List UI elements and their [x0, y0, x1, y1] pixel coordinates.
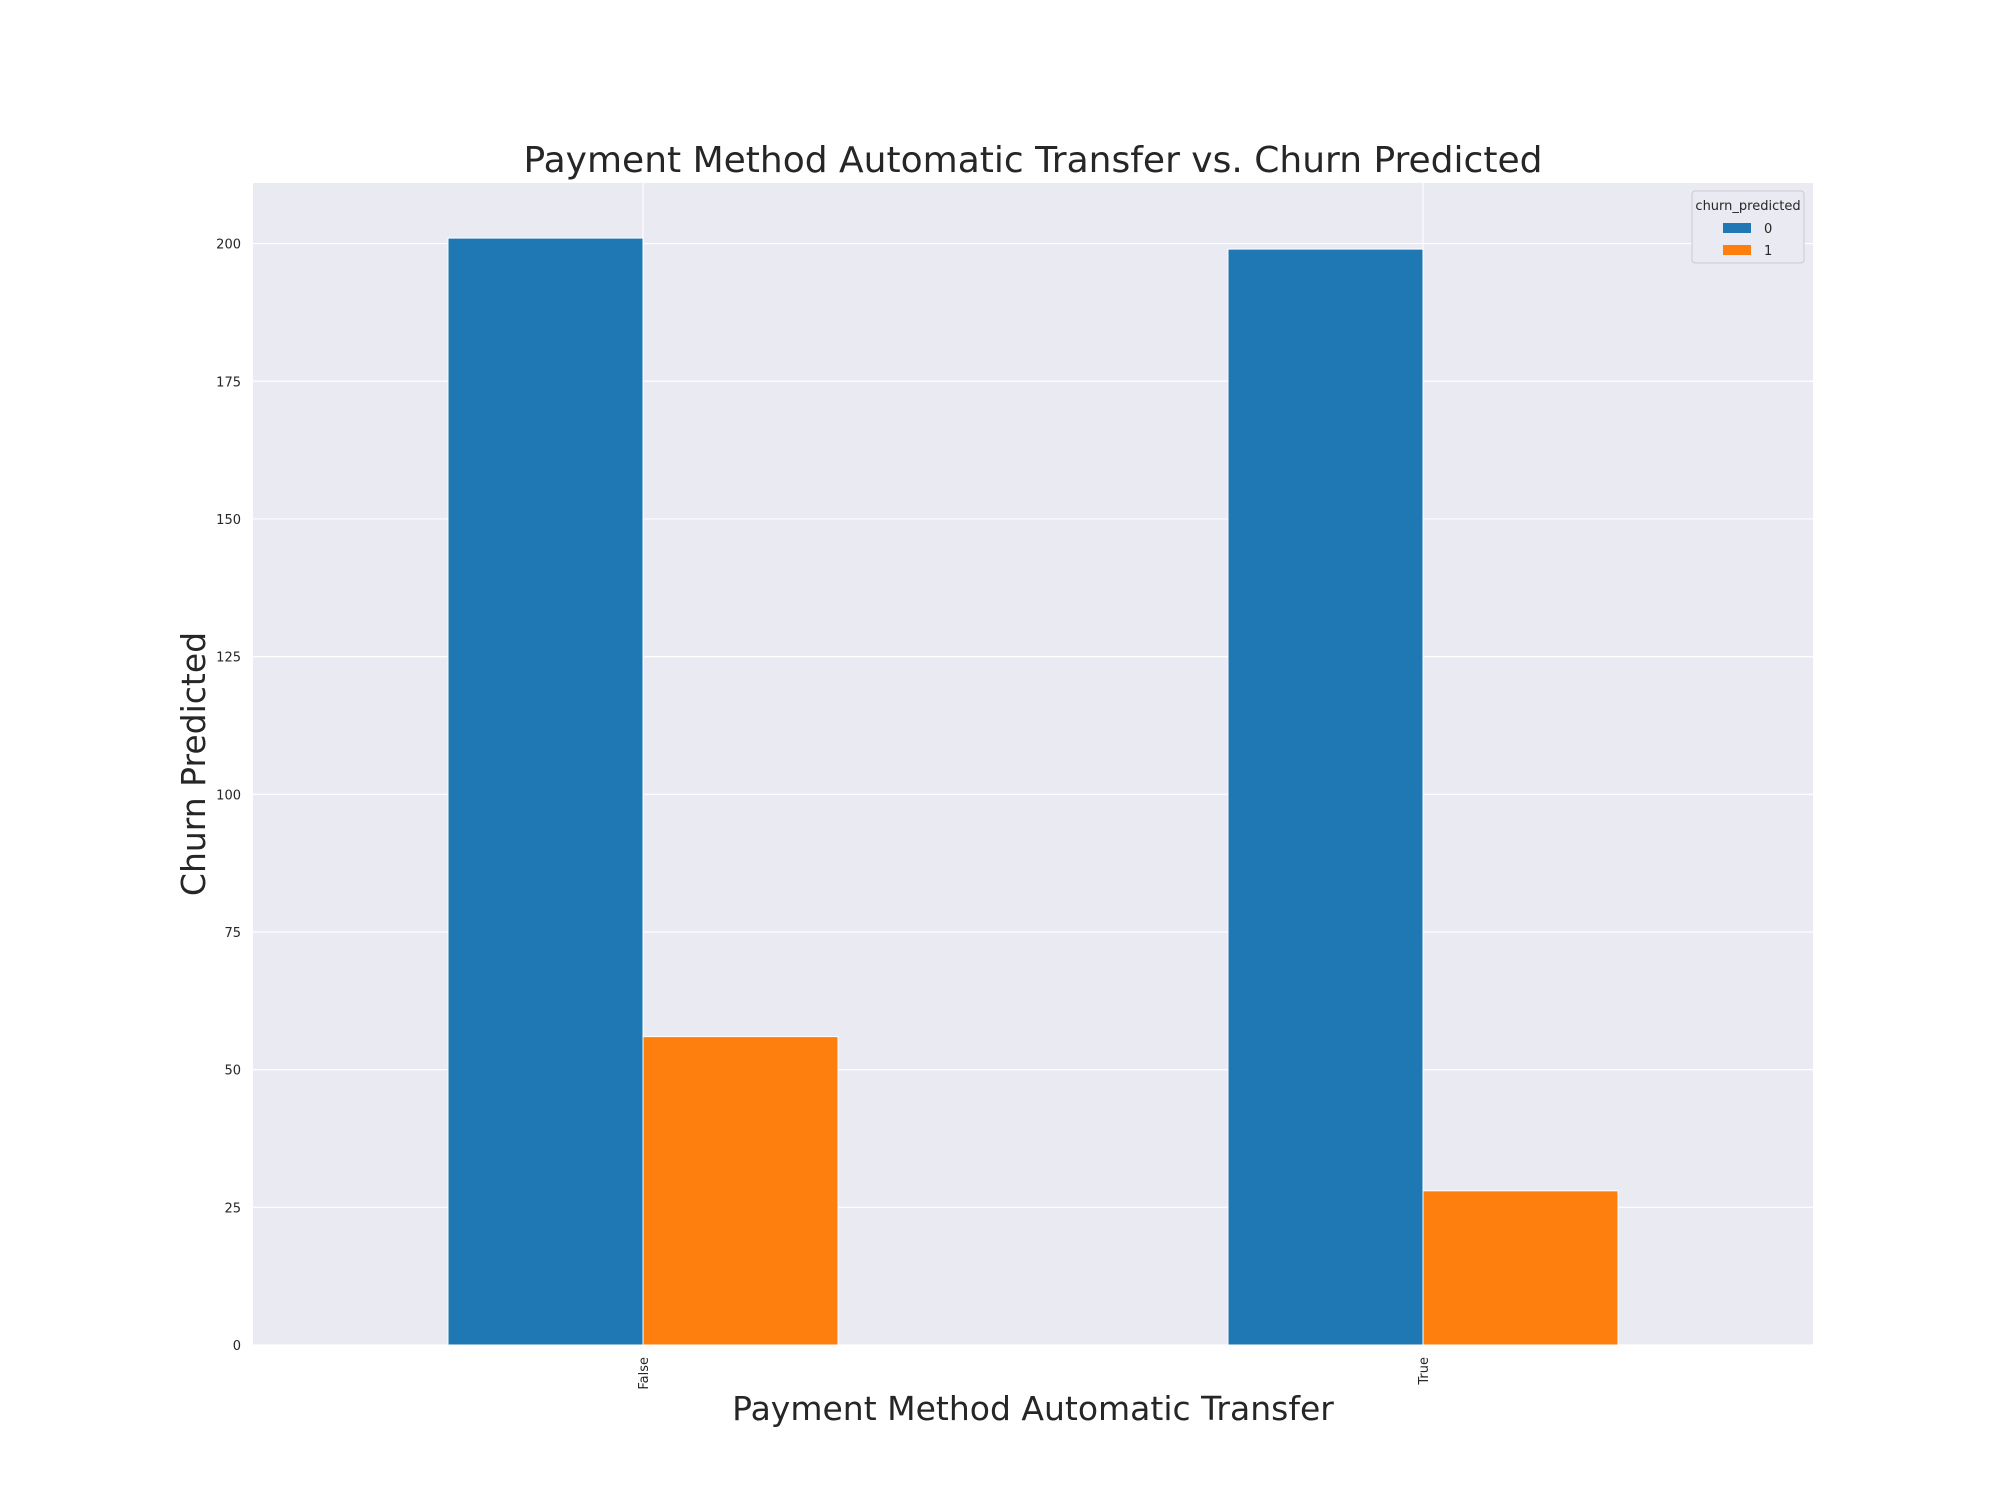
bar-false-series-0 — [447, 237, 644, 1346]
legend-label-0: 0 — [1764, 222, 1772, 237]
y-tick-label: 175 — [216, 375, 241, 390]
legend-label-1: 1 — [1764, 244, 1772, 259]
bar-true-series-0 — [1227, 248, 1424, 1346]
legend-title: churn_predicted — [1695, 199, 1800, 214]
y-axis-ticks: 0 25 50 75 100 125 150 175 200 — [216, 238, 241, 1354]
bar-true-series-1 — [1422, 1190, 1619, 1346]
chart-title: Payment Method Automatic Transfer vs. Ch… — [524, 140, 1543, 181]
x-tick-label: True — [1417, 1357, 1432, 1386]
y-tick-label: 75 — [224, 926, 241, 941]
y-tick-label: 100 — [216, 788, 241, 803]
y-tick-label: 0 — [233, 1339, 241, 1354]
x-axis-ticks: False True — [637, 1357, 1432, 1390]
x-axis-label: Payment Method Automatic Transfer — [732, 1389, 1334, 1428]
legend-swatch-1 — [1723, 245, 1751, 255]
y-tick-label: 25 — [224, 1201, 241, 1216]
y-tick-label: 125 — [216, 651, 241, 666]
y-tick-label: 200 — [216, 238, 241, 253]
bar-false-series-1 — [642, 1036, 839, 1346]
legend: churn_predicted 0 1 — [1691, 190, 1805, 264]
y-axis-label: Churn Predicted — [174, 632, 213, 896]
y-tick-label: 150 — [216, 513, 241, 528]
bars — [447, 237, 1619, 1346]
x-tick-label: False — [637, 1357, 652, 1390]
legend-swatch-0 — [1723, 223, 1751, 233]
y-tick-label: 50 — [224, 1064, 241, 1079]
